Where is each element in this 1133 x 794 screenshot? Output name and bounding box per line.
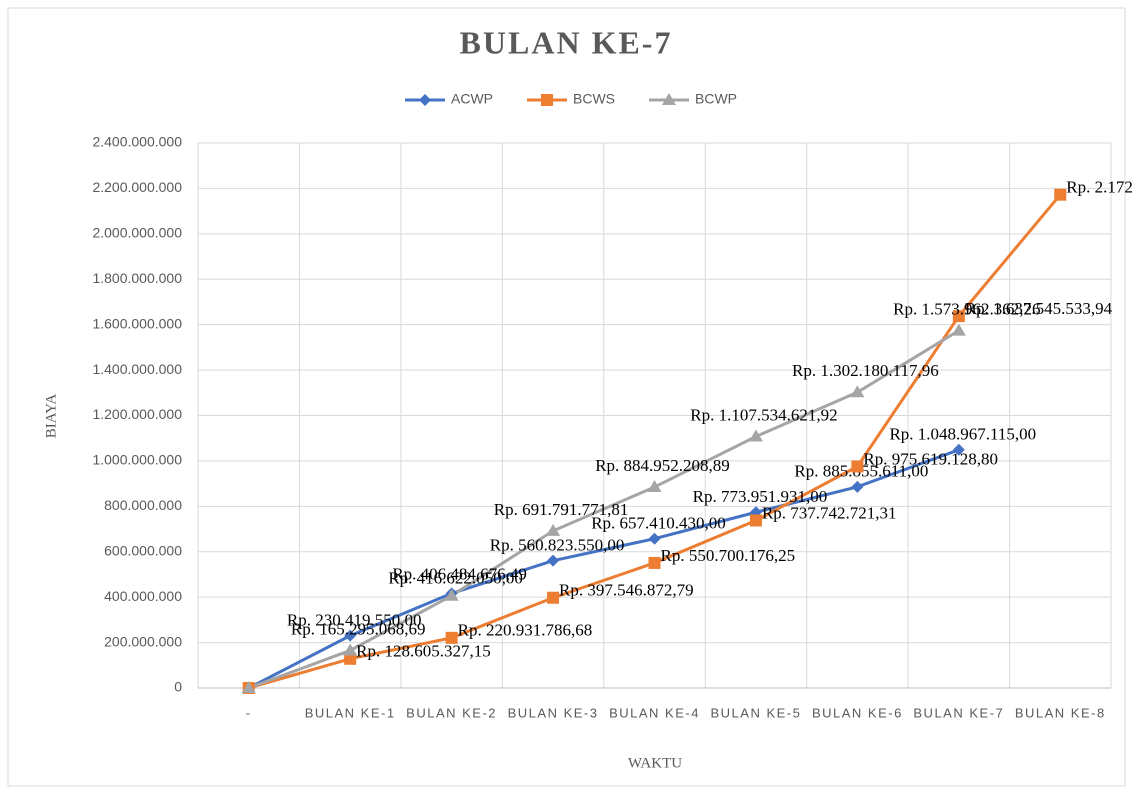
x-tick-label: BULAN KE-8 [1015, 705, 1106, 720]
chart-title: BULAN KE-7 [460, 24, 673, 60]
y-tick-label: 1.600.000.000 [92, 315, 182, 331]
data-point [952, 310, 965, 323]
data-label: Rp. 1.107.534.621,92 [690, 405, 837, 424]
data-point [648, 532, 661, 545]
y-tick-label: 0 [174, 679, 182, 695]
series-line [248, 329, 960, 690]
data-label: Rp. 220.931.786,68 [458, 621, 593, 640]
legend-marker [662, 93, 676, 105]
x-tick-label: BULAN KE-3 [508, 705, 599, 720]
data-point [445, 631, 458, 644]
data-label: Rp. 560.823.550,00 [490, 536, 625, 555]
legend-label: BCWP [695, 91, 737, 107]
x-axis-label: WAKTU [628, 755, 682, 771]
data-point [748, 429, 763, 442]
data-label: Rp. 416.622.050,00 [388, 568, 523, 587]
y-axis-label: BIAYA [43, 394, 59, 439]
y-tick-label: 1.400.000.000 [92, 361, 182, 377]
data-label: Rp. 406.484.676,49 [392, 565, 527, 584]
y-tick-label: 200.000.000 [104, 633, 182, 649]
data-label: Rp. 773.951.931,00 [693, 487, 828, 506]
data-point [344, 629, 357, 642]
y-tick-label: 2.200.000.000 [92, 179, 182, 195]
legend-marker [541, 94, 553, 106]
data-point [952, 443, 965, 456]
data-point [343, 643, 358, 656]
y-tick-label: 1.200.000.000 [92, 406, 182, 422]
data-label: Rp. 691.791.771,81 [494, 500, 629, 519]
y-tick-label: 1.000.000.000 [92, 452, 182, 468]
legend-marker [419, 94, 431, 106]
data-label: Rp. 2.172.387.283,02 [1066, 178, 1133, 197]
data-label: Rp. 550.700.176,25 [661, 546, 796, 565]
y-tick-label: 800.000.000 [104, 497, 182, 513]
x-tick-label: BULAN KE-5 [711, 705, 802, 720]
data-point [648, 556, 661, 569]
y-tick-label: 600.000.000 [104, 542, 182, 558]
data-point [749, 514, 762, 527]
data-point [851, 480, 864, 493]
y-tick-label: 2.000.000.000 [92, 225, 182, 241]
x-tick-label: - [246, 705, 252, 720]
legend-label: ACWP [451, 91, 493, 107]
x-tick-label: BULAN KE-6 [812, 705, 903, 720]
data-label: Rp. 657.410.430,00 [591, 514, 726, 533]
data-label: Rp. 128.605.327,15 [356, 642, 491, 661]
data-point [547, 591, 560, 604]
data-point [241, 681, 256, 693]
x-tick-label: BULAN KE-4 [609, 705, 700, 720]
data-point [850, 385, 865, 398]
data-label: Rp. 975.619.128,80 [863, 449, 998, 468]
y-tick-label: 1.800.000.000 [92, 270, 182, 286]
y-tick-label: 400.000.000 [104, 588, 182, 604]
data-point [546, 523, 561, 536]
data-label: Rp. 1.302.180.117,96 [792, 361, 939, 380]
x-tick-label: BULAN KE-7 [913, 705, 1004, 720]
data-label: Rp. 397.546.872,79 [559, 581, 694, 600]
data-label: Rp. 737.742.721,31 [762, 503, 897, 522]
data-label: Rp. 1.048.967.115,00 [889, 425, 1036, 444]
x-tick-label: BULAN KE-2 [406, 705, 497, 720]
data-point [344, 652, 357, 665]
data-label: Rp. 1.637.545.533,94 [965, 299, 1113, 318]
data-label: Rp. 230.419.550,00 [287, 611, 422, 630]
legend-label: BCWS [573, 91, 615, 107]
series-line [248, 448, 960, 690]
data-point [851, 460, 864, 473]
chart-border [7, 7, 1126, 787]
data-label: Rp. 165.295.068,69 [291, 619, 426, 638]
data-point [444, 588, 459, 601]
data-point [951, 323, 966, 336]
data-label: Rp. 884.952.208,89 [595, 456, 730, 475]
data-point [1054, 188, 1067, 201]
data-point [547, 554, 560, 567]
x-tick-label: BULAN KE-1 [305, 705, 396, 720]
data-label: Rp. 1.573.962.362,26 [893, 299, 1040, 318]
y-tick-label: 2.400.000.000 [92, 134, 182, 150]
data-point [647, 480, 662, 493]
